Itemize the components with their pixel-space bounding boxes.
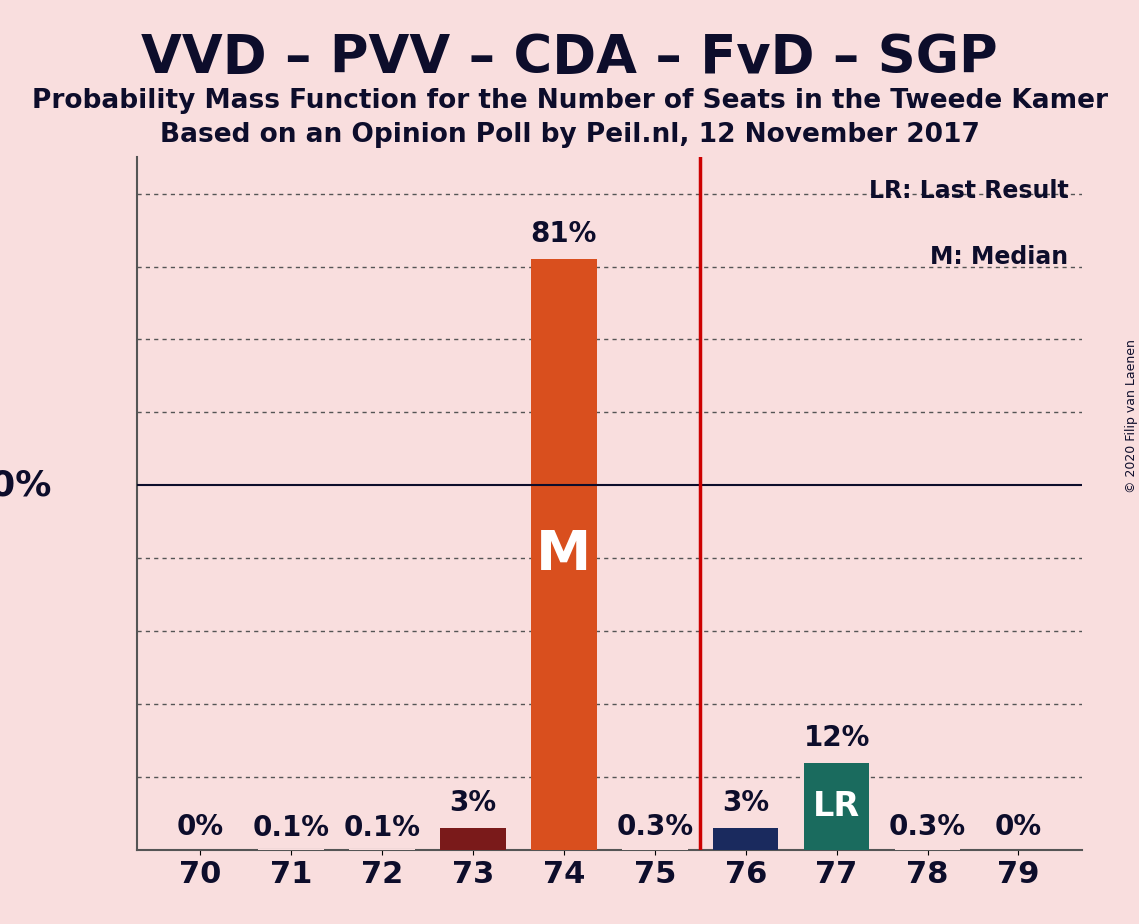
Text: 50%: 50% [0, 468, 51, 503]
Text: 3%: 3% [722, 789, 769, 817]
Text: LR: LR [813, 790, 860, 822]
Bar [895, 848, 960, 850]
Text: 0.3%: 0.3% [888, 812, 966, 841]
Text: M: Median: M: Median [931, 245, 1068, 269]
Bar [804, 762, 869, 850]
Text: Based on an Opinion Poll by Peil.nl, 12 November 2017: Based on an Opinion Poll by Peil.nl, 12 … [159, 122, 980, 148]
Text: 0%: 0% [994, 813, 1042, 842]
Bar [441, 828, 506, 850]
Bar [713, 828, 778, 850]
Text: 3%: 3% [450, 789, 497, 817]
Text: Probability Mass Function for the Number of Seats in the Tweede Kamer: Probability Mass Function for the Number… [32, 88, 1107, 114]
Bar [531, 260, 597, 850]
Text: 0.1%: 0.1% [344, 814, 420, 842]
Text: LR: Last Result: LR: Last Result [869, 179, 1068, 203]
Text: 0%: 0% [177, 813, 224, 842]
Text: M: M [536, 528, 591, 581]
Bar [622, 848, 688, 850]
Text: 0.3%: 0.3% [616, 812, 694, 841]
Text: VVD – PVV – CDA – FvD – SGP: VVD – PVV – CDA – FvD – SGP [141, 32, 998, 84]
Text: 12%: 12% [803, 723, 870, 751]
Text: 0.1%: 0.1% [253, 814, 329, 842]
Text: © 2020 Filip van Laenen: © 2020 Filip van Laenen [1124, 339, 1138, 492]
Text: 81%: 81% [531, 220, 597, 249]
